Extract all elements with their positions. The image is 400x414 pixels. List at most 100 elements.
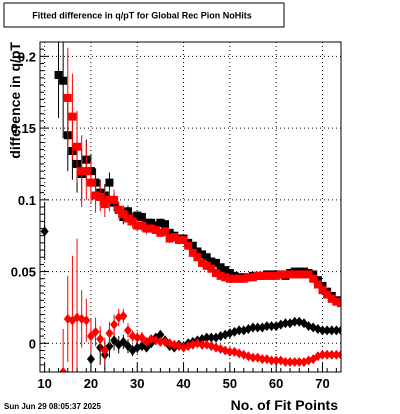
data-point [119, 311, 128, 322]
data-point [198, 258, 207, 267]
x-tick-label: 30 [130, 376, 144, 391]
data-point [290, 356, 299, 367]
data-point [161, 227, 170, 236]
data-point [86, 178, 95, 187]
data-point [281, 318, 290, 329]
data-point [253, 322, 262, 333]
data-point [286, 270, 295, 279]
data-point [110, 195, 119, 204]
data-point [142, 342, 151, 353]
data-point [258, 271, 267, 280]
x-tick-label: 40 [176, 376, 190, 391]
series-4 [59, 238, 341, 372]
data-point [290, 316, 299, 327]
data-point [86, 354, 95, 365]
data-point [267, 271, 276, 280]
data-point [110, 319, 119, 330]
data-point [323, 290, 332, 299]
data-point [299, 270, 308, 279]
data-point [165, 228, 174, 237]
data-point [86, 331, 95, 342]
data-point [77, 167, 86, 176]
title-box: Fitted difference in q/pT for Global Rec… [3, 2, 285, 28]
data-point [100, 200, 109, 209]
plot-area: 10 20 30 40 50 60 70 0 0.05 0.1 0.15 0.2 [11, 41, 342, 391]
data-point [165, 234, 174, 243]
data-point [295, 270, 304, 279]
data-point [211, 258, 220, 267]
data-point [267, 355, 276, 366]
timestamp: Sun Jun 29 08:05:37 2025 [4, 402, 101, 411]
data-point [82, 167, 91, 176]
data-point [147, 218, 156, 227]
data-point [123, 341, 132, 352]
data-point [198, 339, 207, 350]
data-point [59, 76, 68, 85]
chart-title: Fitted difference in q/pT for Global Rec… [32, 11, 252, 21]
data-point [91, 326, 100, 337]
data-point [235, 325, 244, 336]
data-point [313, 280, 322, 289]
data-point [137, 213, 146, 222]
data-point [142, 224, 151, 233]
data-point [137, 221, 146, 230]
data-point [295, 356, 304, 367]
data-point [188, 248, 197, 257]
data-point [151, 225, 160, 234]
data-point [327, 325, 336, 336]
data-point [184, 241, 193, 250]
data-point [318, 349, 327, 360]
x-tick-label: 20 [84, 376, 98, 391]
data-point [216, 271, 225, 280]
data-point [249, 322, 258, 333]
data-point [198, 250, 207, 259]
data-point [276, 270, 285, 279]
data-point [318, 325, 327, 336]
data-point [128, 217, 137, 226]
data-point [272, 355, 281, 366]
data-point [332, 297, 341, 306]
data-point [193, 247, 202, 256]
data-point [309, 270, 318, 279]
data-point [133, 221, 142, 230]
data-point [91, 191, 100, 200]
y-tick-label: 0.2 [18, 49, 36, 64]
data-point [119, 210, 128, 219]
data-point [313, 276, 322, 285]
data-point [221, 273, 230, 282]
data-point [337, 299, 341, 308]
data-point [309, 274, 318, 283]
data-point [272, 271, 281, 280]
data-point [63, 93, 72, 102]
data-point [235, 274, 244, 283]
data-point [123, 325, 132, 336]
data-point [96, 334, 105, 344]
data-point [105, 178, 114, 187]
y-tick-label: 0 [29, 336, 36, 351]
data-point [170, 233, 179, 242]
data-point [82, 315, 91, 326]
data-point [202, 261, 211, 270]
data-point [202, 253, 211, 262]
data-point [188, 241, 197, 250]
data-point [211, 269, 220, 277]
data-point [253, 271, 262, 280]
data-point [225, 274, 234, 283]
y-tick-label: 0.05 [11, 265, 36, 280]
data-point [179, 236, 188, 244]
data-point [249, 273, 258, 282]
data-point [327, 294, 336, 303]
data-point [105, 328, 114, 339]
y-tick-label: 0.1 [18, 193, 36, 208]
data-point [161, 220, 170, 229]
data-layer [40, 42, 341, 372]
data-point [110, 335, 119, 346]
data-point [332, 349, 341, 360]
data-point [327, 349, 336, 360]
data-point [318, 286, 327, 295]
data-point [207, 332, 216, 343]
data-point [286, 356, 295, 367]
data-point [323, 325, 332, 336]
x-tick-label: 10 [37, 376, 51, 391]
